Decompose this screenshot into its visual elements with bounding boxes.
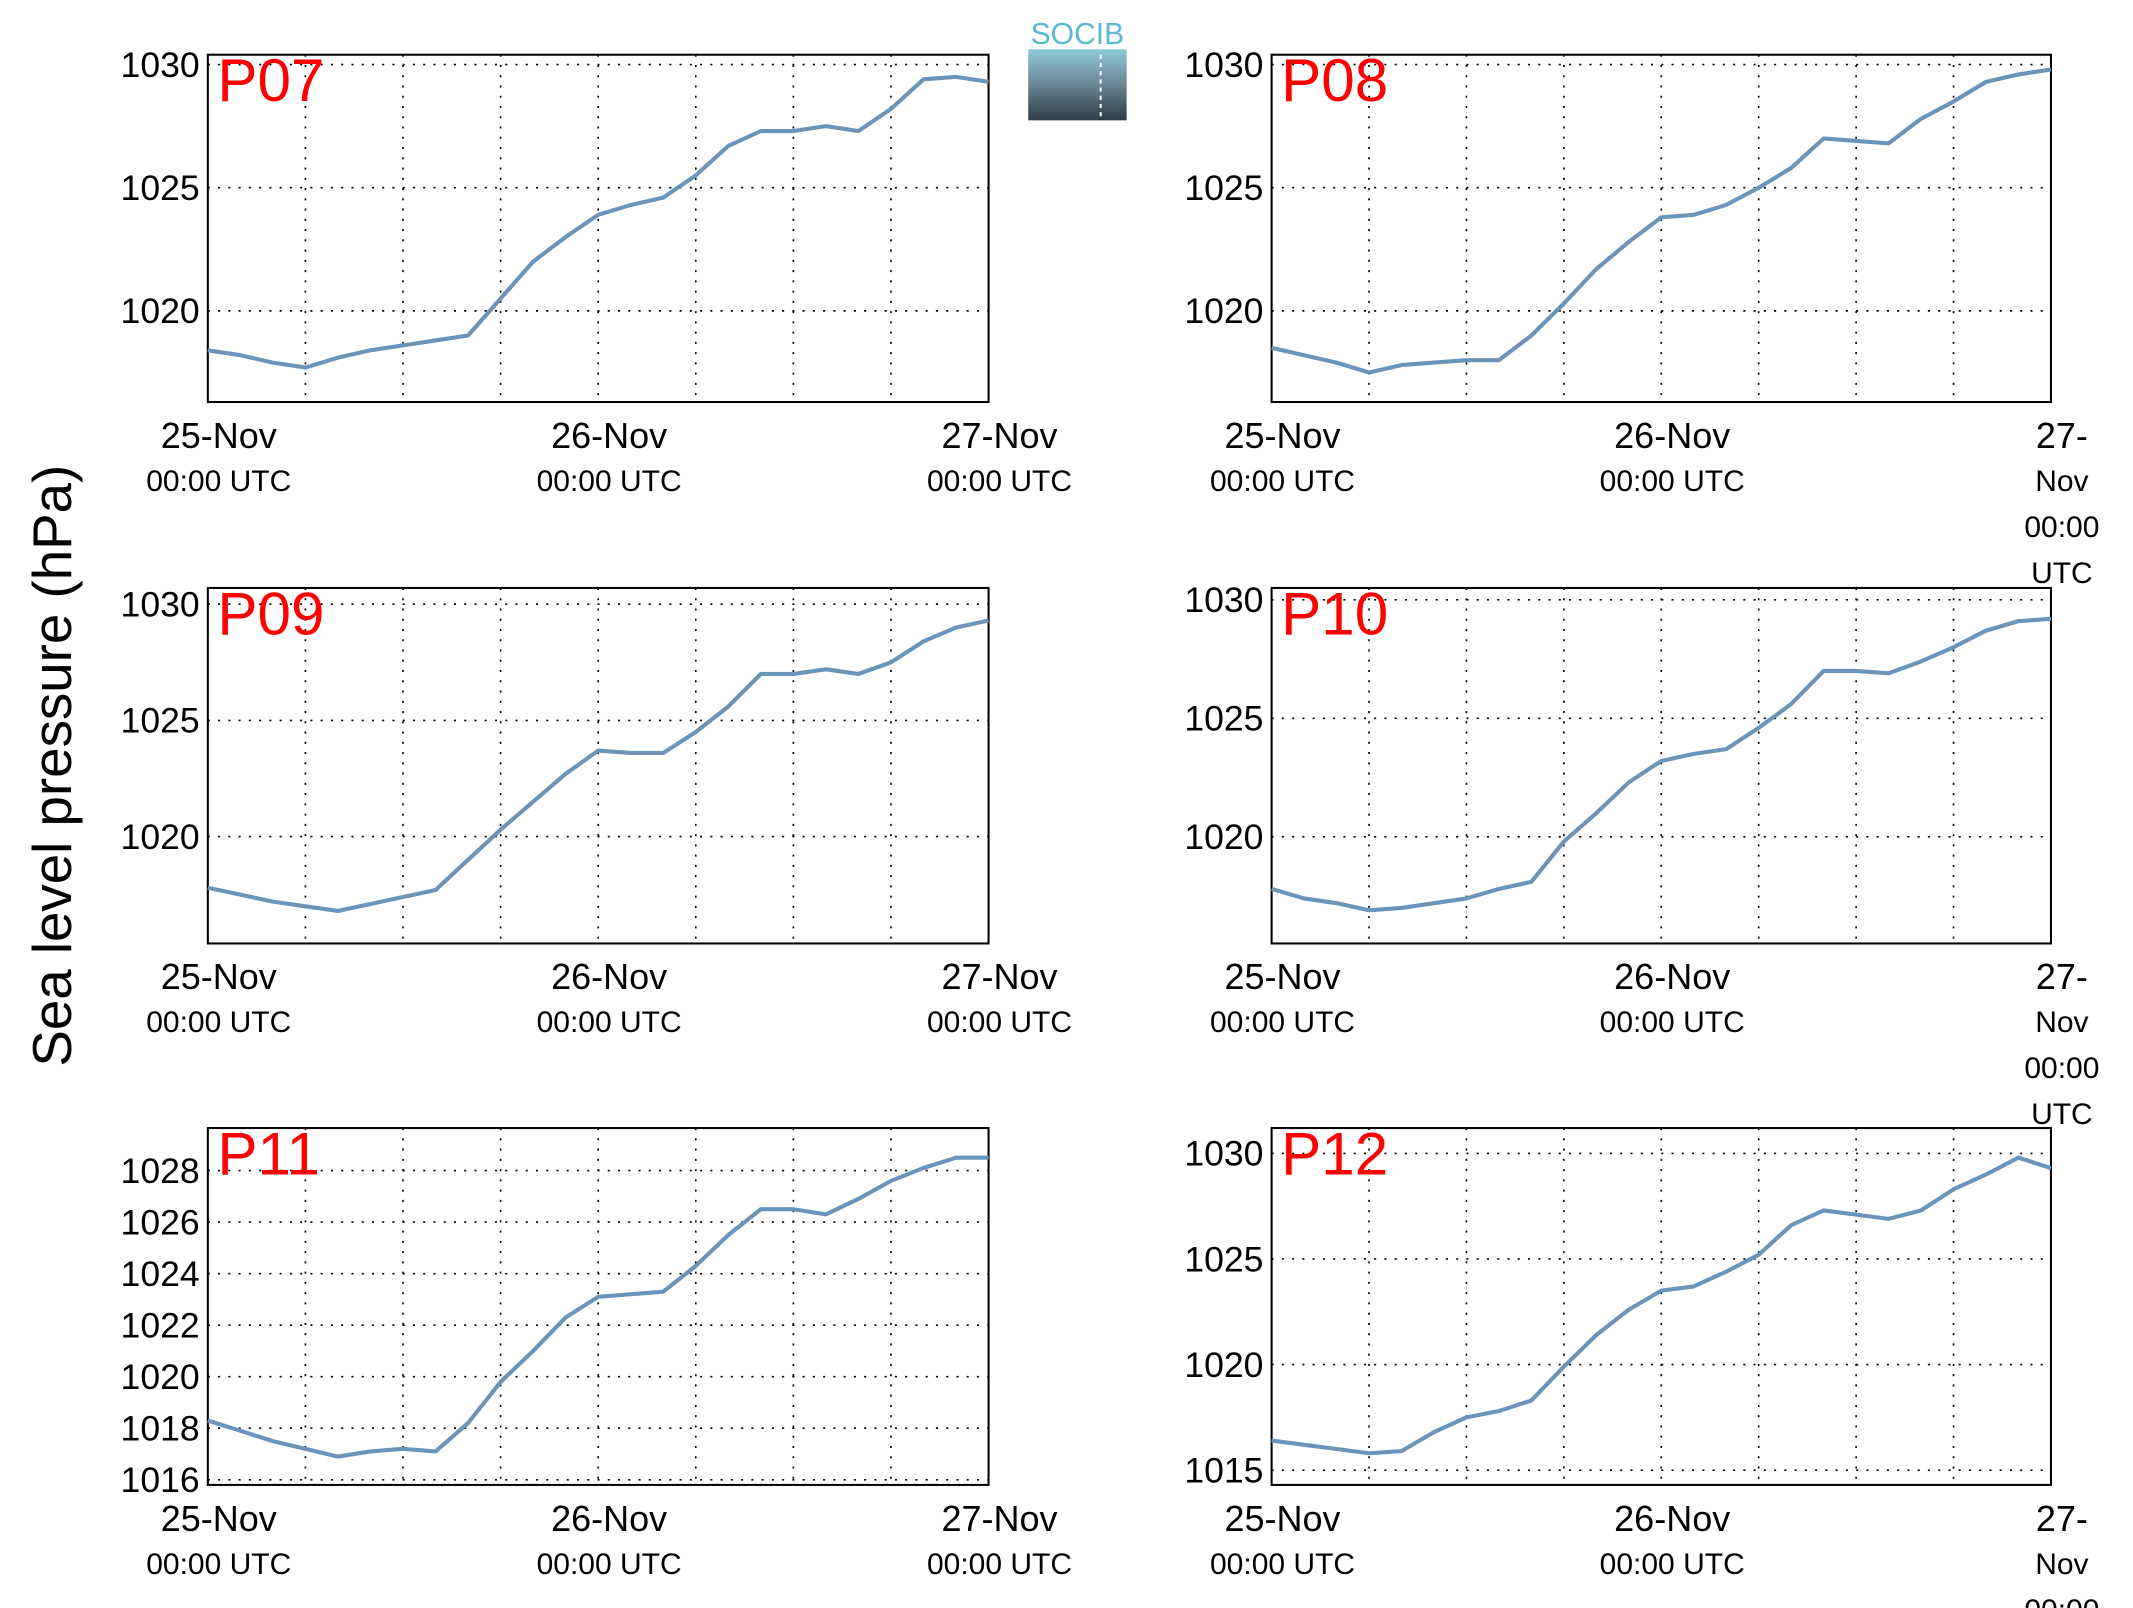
y-tick-label: 1026 bbox=[121, 1202, 200, 1242]
y-tick-label: 1020 bbox=[121, 1357, 200, 1397]
panel-title: P10 bbox=[1281, 580, 1388, 647]
y-tick-label: 1020 bbox=[1184, 291, 1263, 331]
x-tick-label: 27-Nov 00:00 UTC bbox=[2024, 1497, 2099, 1608]
y-tick-label: 1025 bbox=[1184, 699, 1263, 739]
y-tick-label: 1022 bbox=[121, 1305, 200, 1345]
panel: 1020 1025 1030 P09 bbox=[121, 580, 990, 945]
x-tick-label: 26-Nov 00:00 UTC bbox=[536, 414, 682, 498]
y-tick-label: 1015 bbox=[1184, 1450, 1263, 1490]
y-tick-label: 1025 bbox=[121, 701, 200, 741]
y-tick-label: 1030 bbox=[121, 585, 200, 625]
panel-title: P09 bbox=[217, 580, 324, 647]
x-tick-label: 26-Nov 00:00 UTC bbox=[1599, 956, 1745, 1040]
logo: SOCIB bbox=[1028, 18, 1127, 121]
panel-title: P08 bbox=[1281, 47, 1388, 114]
y-tick-label: 1020 bbox=[121, 817, 200, 857]
y-tick-label: 1025 bbox=[1184, 168, 1263, 208]
axes-frame bbox=[206, 1127, 990, 1486]
x-tick-label: 27-Nov 00:00 UTC bbox=[926, 956, 1073, 1040]
panel-title: P11 bbox=[217, 1121, 320, 1188]
x-tick-label: 26-Nov 00:00 UTC bbox=[536, 1497, 682, 1581]
x-tick-label: 27-Nov 00:00 UTC bbox=[2024, 414, 2100, 590]
x-tick-label: 27-Nov 00:00 UTC bbox=[926, 1497, 1073, 1581]
axes-frame bbox=[1270, 1127, 2052, 1486]
x-tick-label: 27-Nov 00:00 UTC bbox=[2024, 956, 2100, 1132]
panel-title: P12 bbox=[1281, 1121, 1388, 1188]
logo-block bbox=[1028, 49, 1127, 121]
data-line bbox=[207, 1155, 989, 1459]
x-tick-label: 25-Nov 00:00 UTC bbox=[1209, 414, 1356, 498]
x-tick-label: 27-Nov 00:00 UTC bbox=[926, 414, 1073, 498]
y-tick-label: 1018 bbox=[121, 1409, 200, 1449]
data-line bbox=[207, 618, 989, 913]
axes-frame bbox=[206, 586, 990, 945]
axes-frame bbox=[1270, 586, 2052, 945]
y-tick-label: 1030 bbox=[1184, 45, 1263, 85]
y-tick-label: 1024 bbox=[121, 1254, 200, 1294]
x-tick-label: 25-Nov 00:00 UTC bbox=[146, 414, 292, 498]
panel: 1020 1025 1030 P07 bbox=[121, 45, 990, 404]
data-line bbox=[1271, 67, 2052, 375]
x-tick-label: 26-Nov 00:00 UTC bbox=[536, 956, 682, 1040]
x-tick-label: 26-Nov 00:00 UTC bbox=[1599, 1497, 1745, 1581]
x-tick-label: 26-Nov 00:00 UTC bbox=[1599, 414, 1745, 498]
y-tick-label: 1016 bbox=[121, 1460, 200, 1500]
x-tick-label: 25-Nov 00:00 UTC bbox=[1209, 956, 1356, 1040]
data-line bbox=[207, 74, 989, 370]
data-line bbox=[1271, 616, 2052, 913]
y-tick-label: 1030 bbox=[1184, 1134, 1263, 1174]
axes-frame bbox=[206, 53, 990, 404]
y-tick-label: 1020 bbox=[1184, 1345, 1263, 1385]
panel: 1015 1020 1025 1030 P12 bbox=[1184, 1121, 2052, 1490]
x-tick-label: 25-Nov 00:00 UTC bbox=[1209, 1497, 1356, 1581]
x-tick-label: 25-Nov 00:00 UTC bbox=[146, 1497, 292, 1581]
data-line bbox=[1271, 1155, 2052, 1456]
y-tick-label: 1028 bbox=[121, 1151, 200, 1191]
y-axis-label: Sea level pressure (hPa) bbox=[21, 465, 83, 1067]
x-tick-label: 25-Nov 00:00 UTC bbox=[146, 956, 292, 1040]
axes-frame bbox=[1270, 53, 2052, 404]
logo-text: SOCIB bbox=[1031, 18, 1125, 51]
panel-title: P07 bbox=[217, 47, 324, 114]
panel: 1020 1025 1030 P10 bbox=[1184, 580, 2052, 945]
y-tick-label: 1030 bbox=[121, 45, 200, 85]
y-tick-label: 1025 bbox=[1184, 1239, 1263, 1279]
y-tick-label: 1025 bbox=[121, 168, 200, 208]
y-tick-label: 1020 bbox=[121, 291, 200, 331]
y-tick-label: 1030 bbox=[1184, 580, 1263, 620]
panel: 1016 1018 1020 1022 1024 1026 1028 P11 bbox=[121, 1121, 990, 1500]
panel: 1020 1025 1030 P08 bbox=[1184, 45, 2052, 404]
y-tick-label: 1020 bbox=[1184, 817, 1263, 857]
